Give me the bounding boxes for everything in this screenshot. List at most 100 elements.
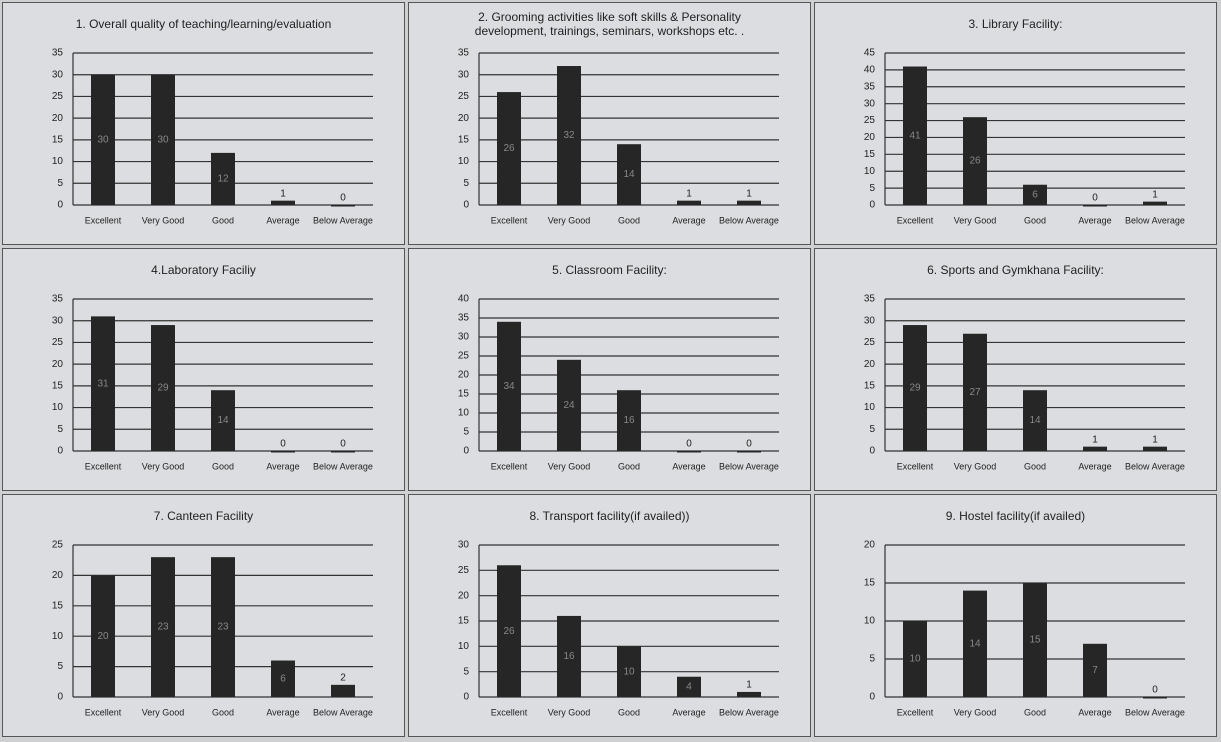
y-tick-label: 15: [864, 380, 876, 391]
y-tick-label: 10: [864, 616, 876, 627]
y-tick-label: 30: [52, 315, 64, 326]
bar: [737, 691, 761, 697]
y-tick-label: 35: [864, 81, 876, 92]
data-label: 1: [1092, 434, 1098, 445]
bar: [963, 590, 987, 697]
y-tick-label: 10: [864, 402, 876, 413]
chart-title: 4.Laboratory Faciliy: [151, 263, 256, 277]
x-tick-label: Average: [266, 707, 299, 717]
bar: [617, 390, 641, 451]
chart: 0 5 10 15 20 25 30 35 Excellent 26 Very Good 32 Good…: [458, 48, 779, 225]
y-tick-label: 10: [52, 631, 64, 642]
chart-panel: 1. Overall quality of teaching/learning/…: [2, 2, 405, 245]
x-tick-label: Very Good: [548, 215, 591, 225]
bar: [737, 451, 761, 453]
y-tick-label: 35: [52, 48, 64, 59]
x-tick-label: Excellent: [491, 461, 528, 471]
data-label: 0: [746, 439, 752, 450]
data-label: 6: [280, 673, 286, 684]
data-label: 34: [503, 381, 515, 392]
data-label: 32: [563, 130, 575, 141]
chart: 0 5 10 15 20 25 30 35 40 Excellent 34 Very Good 24 Go…: [458, 294, 779, 471]
data-label: 1: [686, 188, 692, 199]
x-tick-label: Average: [672, 215, 705, 225]
y-tick-label: 5: [463, 427, 469, 438]
bar: [497, 321, 521, 451]
data-label: 0: [340, 439, 346, 450]
x-tick-label: Excellent: [897, 707, 934, 717]
y-tick-label: 45: [864, 48, 876, 59]
data-label: 29: [157, 383, 169, 394]
y-tick-label: 5: [869, 654, 875, 665]
y-tick-label: 25: [864, 115, 876, 126]
chart-title: 1. Overall quality of teaching/learning/…: [75, 17, 332, 31]
chart-panel: 2. Grooming activities like soft skills …: [408, 2, 811, 245]
chart-panel: 4.Laboratory Faciliy 0 5 10 15 20 25 30 35 Excell…: [2, 248, 405, 491]
y-tick-label: 15: [458, 616, 470, 627]
x-tick-label: Below Average: [1125, 461, 1185, 471]
data-label: 10: [623, 666, 635, 677]
bar: [1083, 643, 1107, 697]
y-tick-label: 30: [458, 540, 470, 551]
y-tick-label: 30: [458, 69, 470, 80]
x-tick-label: Good: [1024, 461, 1046, 471]
bar: [903, 325, 927, 451]
y-tick-label: 20: [52, 570, 64, 581]
y-tick-label: 0: [869, 200, 875, 211]
bar: [903, 66, 927, 205]
bar: [737, 200, 761, 205]
bar: [677, 451, 701, 453]
x-tick-label: Good: [212, 461, 234, 471]
bar: [271, 660, 295, 697]
y-tick-label: 20: [458, 113, 470, 124]
x-tick-label: Excellent: [897, 215, 934, 225]
y-tick-label: 0: [463, 200, 469, 211]
x-tick-label: Average: [1078, 707, 1111, 717]
chart-panel: 9. Hostel facility(if availed) 0 5 10 15 20 Ex…: [814, 494, 1217, 737]
y-tick-label: 0: [463, 692, 469, 703]
y-tick-label: 40: [458, 294, 470, 305]
y-tick-label: 25: [458, 91, 470, 102]
data-label: 16: [563, 651, 575, 662]
data-label: 0: [1152, 685, 1158, 696]
x-tick-label: Below Average: [313, 707, 373, 717]
chart-title: 2. Grooming activities like soft skills …: [474, 10, 745, 38]
data-label: 0: [1092, 193, 1098, 204]
data-label: 29: [909, 383, 921, 394]
x-tick-label: Average: [266, 461, 299, 471]
x-tick-label: Below Average: [1125, 215, 1185, 225]
x-tick-label: Very Good: [954, 215, 997, 225]
bar: [1143, 697, 1167, 699]
y-tick-label: 20: [52, 113, 64, 124]
data-label: 16: [623, 415, 635, 426]
data-label: 30: [97, 134, 109, 145]
bar: [1023, 583, 1047, 697]
x-tick-label: Below Average: [719, 215, 779, 225]
x-tick-label: Good: [618, 215, 640, 225]
x-tick-label: Average: [266, 215, 299, 225]
bar: [1023, 390, 1047, 451]
chart: 0 5 10 15 20 25 30 Excellent 26 Very Good 16 Good 10…: [458, 540, 779, 717]
chart-title: 7. Canteen Facility: [153, 509, 254, 523]
bar: [557, 615, 581, 697]
x-tick-label: Average: [1078, 215, 1111, 225]
chart-panel: 3. Library Facility: 0 5 10 15 20 25 30 35 40 45 Ex…: [814, 2, 1217, 245]
bar: [151, 325, 175, 451]
chart-title: 9. Hostel facility(if availed): [945, 509, 1086, 523]
y-tick-label: 25: [52, 337, 64, 348]
y-tick-label: 30: [458, 332, 470, 343]
chart-panel: 5. Classroom Facility: 0 5 10 15 20 25 30 35 40 Ex…: [408, 248, 811, 491]
y-tick-label: 15: [52, 380, 64, 391]
x-tick-label: Good: [212, 215, 234, 225]
y-tick-label: 40: [864, 65, 876, 76]
data-label: 24: [563, 400, 575, 411]
data-label: 7: [1092, 665, 1098, 676]
bar: [1083, 205, 1107, 207]
y-tick-label: 5: [463, 178, 469, 189]
x-tick-label: Excellent: [897, 461, 934, 471]
x-tick-label: Good: [212, 707, 234, 717]
y-tick-label: 5: [57, 424, 63, 435]
data-label: 27: [969, 387, 981, 398]
y-tick-label: 10: [52, 156, 64, 167]
data-label: 14: [217, 415, 229, 426]
